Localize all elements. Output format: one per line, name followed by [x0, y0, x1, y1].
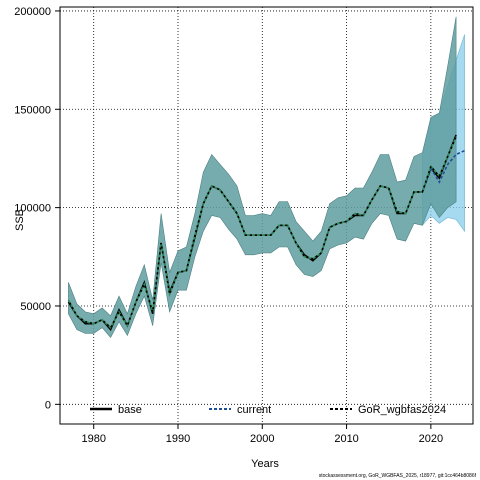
grid-lines — [60, 7, 473, 424]
x-tick-label: 2010 — [334, 433, 358, 445]
x-tick-label: 1990 — [166, 433, 190, 445]
gor-wgbfas2024-line — [67, 136, 457, 329]
base-confidence-band — [68, 16, 457, 339]
legend: base current GoR_wgbfas2024 — [90, 404, 446, 416]
x-axis-title: Years — [251, 458, 279, 470]
x-tick-label: 2020 — [419, 433, 443, 445]
x-tick-label: 1980 — [81, 433, 105, 445]
y-tick-label: 50000 — [20, 301, 51, 313]
confidence-bands — [68, 16, 465, 339]
y-tick-label: 200000 — [14, 6, 51, 18]
x-tick-label: 2000 — [250, 433, 274, 445]
gor-wgbfas2024-line-dots — [67, 136, 457, 329]
series-lines — [67, 134, 465, 332]
legend-label-base: base — [118, 404, 142, 416]
y-tick-label: 150000 — [14, 104, 51, 116]
legend-label-current: current — [237, 404, 271, 416]
y-tick-label: 0 — [45, 399, 51, 411]
legend-label-gor: GoR_wgbfas2024 — [358, 404, 446, 416]
y-axis: 0 50000 100000 150000 200000 — [14, 6, 60, 411]
x-axis: 1980 1990 2000 2010 2020 — [81, 424, 443, 445]
footnote: stockassessment.org, GoR_WGBFAS_2025, r1… — [319, 473, 477, 479]
y-tick-label: 100000 — [14, 203, 51, 215]
y-axis-title: SSB — [14, 209, 26, 231]
plot-frame — [59, 6, 474, 425]
